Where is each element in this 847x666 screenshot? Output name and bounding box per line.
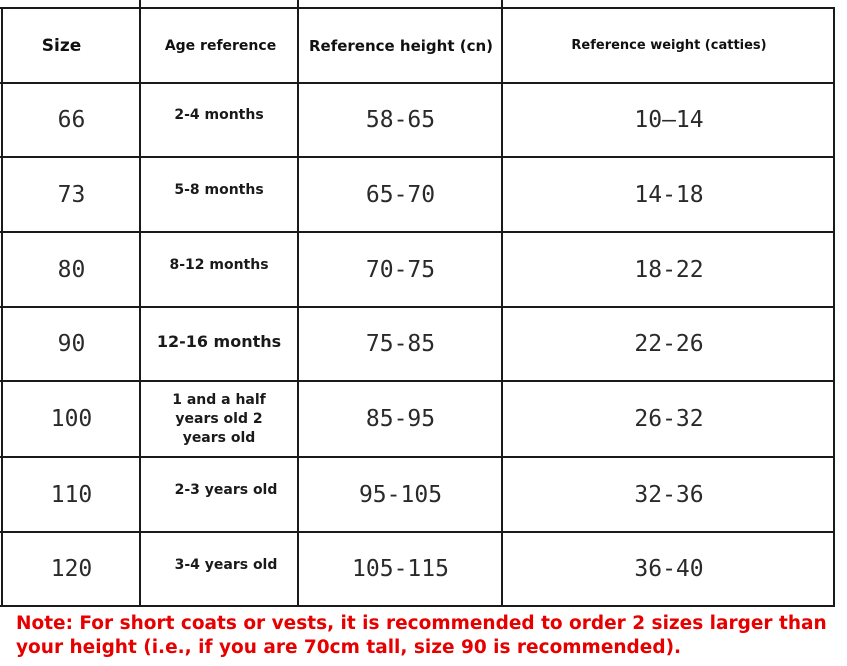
- size-cell: 110: [50, 481, 93, 508]
- height-cell: 65-70: [365, 181, 436, 208]
- table-horizontal-rule: [0, 380, 835, 382]
- height-cell: 95-105: [358, 481, 443, 508]
- table-horizontal-rule: [0, 306, 835, 308]
- table-horizontal-rule: [0, 156, 835, 158]
- size-cell: 100: [50, 406, 93, 432]
- table-horizontal-rule: [0, 7, 835, 9]
- table-vertical-rule: [1, 7, 3, 607]
- weight-cell: 32-36: [634, 481, 704, 508]
- table-horizontal-rule: [0, 605, 835, 607]
- age-cell: 8-12 months: [169, 257, 269, 273]
- table-horizontal-rule: [0, 231, 835, 233]
- weight-cell: 22-26: [634, 331, 704, 357]
- height-cell: 85-95: [365, 406, 436, 432]
- size-cell: 90: [57, 331, 86, 357]
- size-cell: 73: [57, 181, 86, 208]
- age-cell: 3-4 years old: [174, 556, 278, 573]
- header-age-reference: Age reference: [164, 37, 277, 54]
- table-vertical-rule: [833, 7, 835, 607]
- header-reference-weight: Reference weight (catties): [571, 38, 767, 53]
- table-vertical-rule: [501, 0, 503, 607]
- age-cell: 2-3 years old: [174, 482, 278, 498]
- size-cell: 66: [57, 107, 86, 133]
- sizing-note: Note: For short coats or vests, it is re…: [16, 613, 827, 658]
- weight-cell: 10—14: [634, 107, 704, 133]
- height-cell: 75-85: [365, 331, 436, 357]
- weight-cell: 14-18: [634, 181, 704, 208]
- height-cell: 58-65: [365, 107, 436, 133]
- age-cell: 5-8 months: [174, 182, 264, 198]
- header-reference-height: Reference height (cn): [308, 36, 494, 55]
- table-vertical-rule: [297, 0, 299, 607]
- height-cell: 105-115: [352, 556, 449, 582]
- age-cell: 1 and a half years old 2 years old: [172, 391, 266, 446]
- size-cell: 80: [57, 256, 86, 283]
- weight-cell: 26-32: [634, 406, 704, 432]
- table-vertical-rule: [139, 0, 141, 607]
- age-cell: 12-16 months: [156, 331, 282, 351]
- table-horizontal-rule: [0, 82, 835, 84]
- header-size: Size: [41, 35, 82, 56]
- height-cell: 70-75: [365, 256, 436, 283]
- size-cell: 120: [50, 556, 93, 582]
- table-horizontal-rule: [0, 456, 835, 458]
- age-cell: 2-4 months: [174, 106, 264, 123]
- table-horizontal-rule: [0, 531, 835, 533]
- weight-cell: 18-22: [634, 256, 704, 283]
- weight-cell: 36-40: [634, 556, 704, 582]
